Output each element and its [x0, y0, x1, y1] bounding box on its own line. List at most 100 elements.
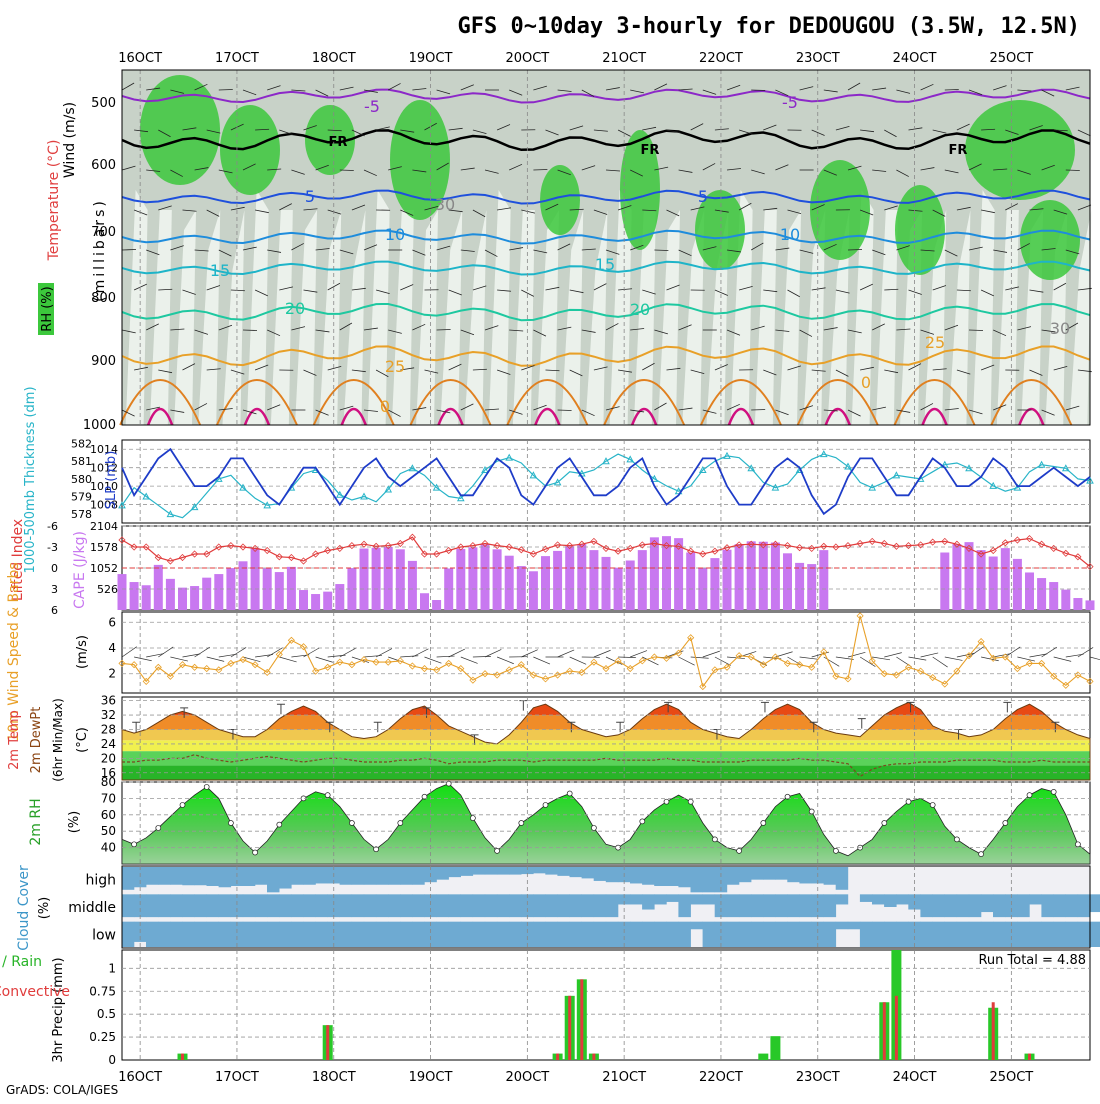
cloud-cell [170, 894, 183, 917]
cape-bar [541, 556, 550, 610]
cloud-cell [376, 894, 389, 917]
cloud-cell [775, 922, 788, 947]
cloud-cell [642, 867, 655, 885]
cloud-cell [194, 867, 207, 885]
x-tick-bottom: 23OCT [796, 1070, 840, 1085]
precip-tick: 0.25 [89, 1030, 116, 1044]
cape-bar [940, 553, 949, 610]
cloud-cell [461, 894, 474, 917]
cloud-cell [654, 894, 667, 904]
cape-bar [166, 579, 175, 610]
contour-label: 30 [435, 195, 455, 214]
cape-bar [1037, 578, 1046, 610]
cloud-cell [751, 894, 764, 917]
lifted-index-tick: -3 [47, 541, 58, 554]
cloud-cell [134, 867, 147, 887]
thickness-tick: 581 [71, 455, 92, 468]
cape-bar [360, 549, 369, 610]
rh2m-point [277, 822, 282, 827]
rh-high-area [965, 100, 1075, 200]
rh2m-unit-label: (%) [67, 811, 82, 834]
cloud-cell [933, 922, 946, 947]
cloud-cell [630, 922, 643, 947]
temp2m-tick: 36 [101, 694, 116, 708]
wind10-barb [1017, 657, 1035, 661]
cape-bar [251, 548, 260, 610]
cloud-cell [1078, 894, 1091, 917]
cape-bar [1073, 598, 1082, 610]
cloud-axis-label: Cloud Cover [16, 865, 32, 951]
cloud-cell [449, 894, 462, 917]
x-tick-top: 24OCT [893, 51, 937, 66]
cape-bar [553, 551, 562, 610]
cloud-cell [763, 922, 776, 947]
cloud-cell [557, 922, 570, 947]
cloud-cell [340, 867, 353, 885]
cape-bar [505, 556, 514, 610]
cloud-cell [594, 922, 607, 947]
temp-minmax-marker [1003, 702, 1011, 712]
rh2m-point [882, 821, 887, 826]
cape-bar [335, 584, 344, 610]
cloud-cell [1041, 922, 1054, 947]
rh2m-point [664, 799, 669, 804]
cloud-cell [570, 922, 583, 947]
wind10-barb [437, 656, 455, 657]
temp2m-tick: 24 [101, 737, 116, 751]
cloud-cell [836, 894, 849, 904]
cloud-cell [158, 867, 171, 885]
cloud-cell [219, 867, 232, 887]
rh2m-point [833, 848, 838, 853]
cloud-cell [727, 922, 740, 947]
cloud-cell [243, 867, 256, 886]
cloud-cell [1090, 894, 1100, 912]
cloud-cell [787, 922, 800, 947]
wind-axis-label: Wind (m/s) [62, 102, 78, 178]
chart-title: GFS 0~10day 3-hourly for DEDOUGOU (3.5W,… [457, 14, 1080, 39]
cape-bar [638, 550, 647, 610]
cloud-cell [920, 922, 933, 947]
wind10-barb [1078, 647, 1093, 657]
contour-label: -5 [782, 93, 798, 112]
cloud-cell [678, 867, 691, 887]
wind10-barb [848, 652, 865, 657]
cape-bar [723, 550, 732, 610]
precip-convective-bar [580, 979, 583, 1060]
cloud-cell [1017, 894, 1029, 917]
contour-label: 25 [385, 357, 405, 376]
cloud-cell [703, 867, 716, 892]
cloud-cell [533, 867, 546, 873]
cloud-cell [412, 894, 425, 917]
cape-bar [432, 600, 441, 610]
cloud-cell [400, 867, 413, 885]
cloud-cell [920, 894, 933, 917]
cloud-cell [1078, 922, 1091, 947]
cloud-cell [315, 867, 328, 883]
wind10-barb [497, 657, 514, 664]
wind10-barb [158, 647, 173, 657]
cloud-cell [255, 867, 268, 885]
cloud-cell [267, 894, 280, 917]
cloud-cell [449, 867, 462, 877]
cloud-cell [848, 922, 861, 930]
contour-label: FR [949, 143, 968, 158]
rh2m-point [712, 837, 717, 842]
cloud-cell [582, 894, 595, 917]
rh-high-area [895, 185, 945, 275]
cloud-cell [751, 867, 764, 880]
x-tick-bottom: 19OCT [409, 1070, 453, 1085]
precip-convective-bar [556, 1054, 559, 1060]
pressure-tick: 900 [91, 354, 116, 369]
x-tick-bottom: 21OCT [602, 1070, 646, 1085]
cloud-cell [739, 867, 752, 882]
cloud-cell [219, 894, 232, 917]
wind10-speed-line [122, 616, 1090, 687]
wind10-unit-label: (m/s) [75, 635, 90, 669]
cloud-cell [630, 867, 643, 883]
cloud-cell [194, 894, 207, 917]
wind10-barb [316, 657, 333, 662]
cloud-cell [570, 867, 583, 877]
temp2m-axis-label: 2m Temp [7, 710, 22, 770]
cloud-cell [872, 894, 885, 904]
